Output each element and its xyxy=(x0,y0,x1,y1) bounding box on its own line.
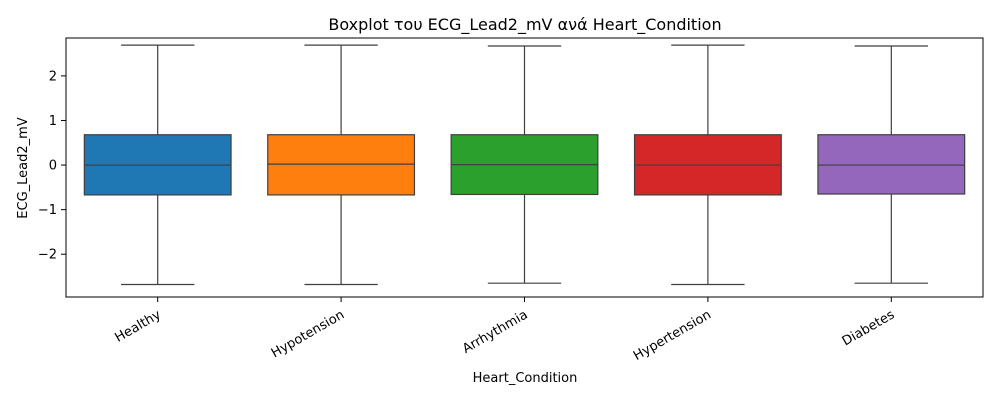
y-tick-label: −1 xyxy=(38,203,57,218)
x-tick-label: Hypotension xyxy=(269,307,347,361)
x-axis-label: Heart_Condition xyxy=(473,371,578,386)
box-group xyxy=(450,45,599,284)
x-tick-label: Hypertension xyxy=(631,307,714,363)
x-tick-label: Healthy xyxy=(113,307,164,345)
y-tick-label: 1 xyxy=(49,114,57,129)
chart-title: Boxplot του ECG_Lead2_mV ανά Heart_Condi… xyxy=(328,15,721,35)
box-group xyxy=(817,45,966,284)
y-tick-label: −2 xyxy=(38,248,57,263)
box-group xyxy=(267,44,416,286)
box-group xyxy=(633,44,782,286)
box-iqr xyxy=(267,134,416,196)
x-tick-label: Diabetes xyxy=(840,307,898,349)
box-iqr xyxy=(817,134,966,195)
plot-area-frame xyxy=(65,37,984,298)
x-tick-label: Arrhythmia xyxy=(460,307,530,356)
y-tick-label: 0 xyxy=(49,159,57,174)
y-axis-label: ECG_Lead2_mV xyxy=(16,117,31,219)
y-tick-label: 2 xyxy=(49,69,57,84)
box-group xyxy=(83,44,232,286)
